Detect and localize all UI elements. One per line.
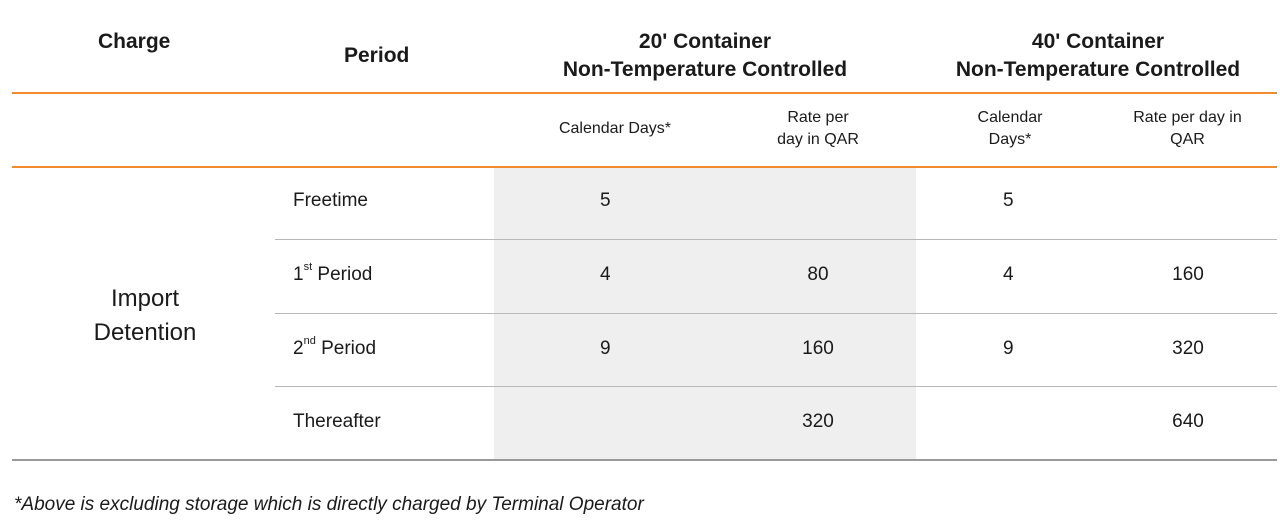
row-2-20ft-rate: 80 bbox=[807, 264, 829, 285]
row-2-40ft-rate: 160 bbox=[1172, 264, 1204, 285]
header-20ft-subtitle: Non-Temperature Controlled bbox=[562, 58, 848, 81]
row-1-40ft-days: 5 bbox=[1003, 190, 1014, 211]
table-bottom-rule bbox=[12, 459, 1277, 461]
header-40ft-subtitle: Non-Temperature Controlled bbox=[955, 58, 1241, 81]
row-separator bbox=[275, 386, 1277, 387]
footnote: *Above is excluding storage which is dir… bbox=[14, 494, 644, 515]
subheader-40ft-rate-line2: QAR bbox=[1170, 131, 1205, 148]
header-charge: Charge bbox=[98, 30, 171, 53]
subheader-20ft-days: Calendar Days* bbox=[558, 120, 672, 137]
subheader-40ft-days-line1: Calendar bbox=[977, 109, 1043, 126]
header-20ft-container: 20' Container Non-Temperature Controlled bbox=[494, 28, 916, 84]
header-40ft-container: 40' Container Non-Temperature Controlled bbox=[916, 28, 1280, 84]
subheader-20ft-rate-line2: day in QAR bbox=[777, 131, 859, 148]
subheader-divider bbox=[12, 166, 1277, 168]
charge-label-line2: Detention bbox=[93, 319, 197, 346]
subheader-40ft-rate: Rate per day in QAR bbox=[1105, 107, 1270, 151]
row-separator bbox=[275, 313, 1277, 314]
header-period: Period bbox=[344, 44, 410, 67]
row-3-40ft-days: 9 bbox=[1003, 338, 1014, 359]
row-separator bbox=[275, 239, 1277, 240]
row-4-period: Thereafter bbox=[293, 411, 381, 432]
row-3-40ft-rate: 320 bbox=[1172, 338, 1204, 359]
shaded-20ft-column bbox=[494, 168, 916, 460]
row-4-40ft-rate: 640 bbox=[1172, 411, 1204, 432]
header-divider bbox=[12, 92, 1277, 94]
row-2-40ft-days: 4 bbox=[1003, 264, 1014, 285]
subheader-20ft-rate-line1: Rate per bbox=[787, 109, 849, 126]
row-3-period: 2nd Period bbox=[293, 335, 377, 359]
charge-label-line1: Import bbox=[110, 285, 179, 312]
row-1-20ft-days: 5 bbox=[600, 190, 611, 211]
charge-label: Import Detention bbox=[60, 282, 230, 350]
subheader-40ft-days-line2: Days* bbox=[988, 131, 1032, 148]
header-40ft-title: 40' Container bbox=[1031, 30, 1165, 53]
row-4-20ft-rate: 320 bbox=[802, 411, 834, 432]
subheader-20ft-rate: Rate per day in QAR bbox=[730, 107, 906, 151]
subheader-40ft-rate-line1: Rate per day in bbox=[1133, 109, 1242, 126]
subheader-40ft-days: Calendar Days* bbox=[920, 107, 1100, 151]
row-1-period: Freetime bbox=[293, 190, 368, 211]
row-2-20ft-days: 4 bbox=[600, 264, 611, 285]
row-3-20ft-rate: 160 bbox=[802, 338, 834, 359]
row-2-period: 1st Period bbox=[293, 261, 373, 285]
header-20ft-title: 20' Container bbox=[638, 30, 772, 53]
row-3-20ft-days: 9 bbox=[600, 338, 611, 359]
